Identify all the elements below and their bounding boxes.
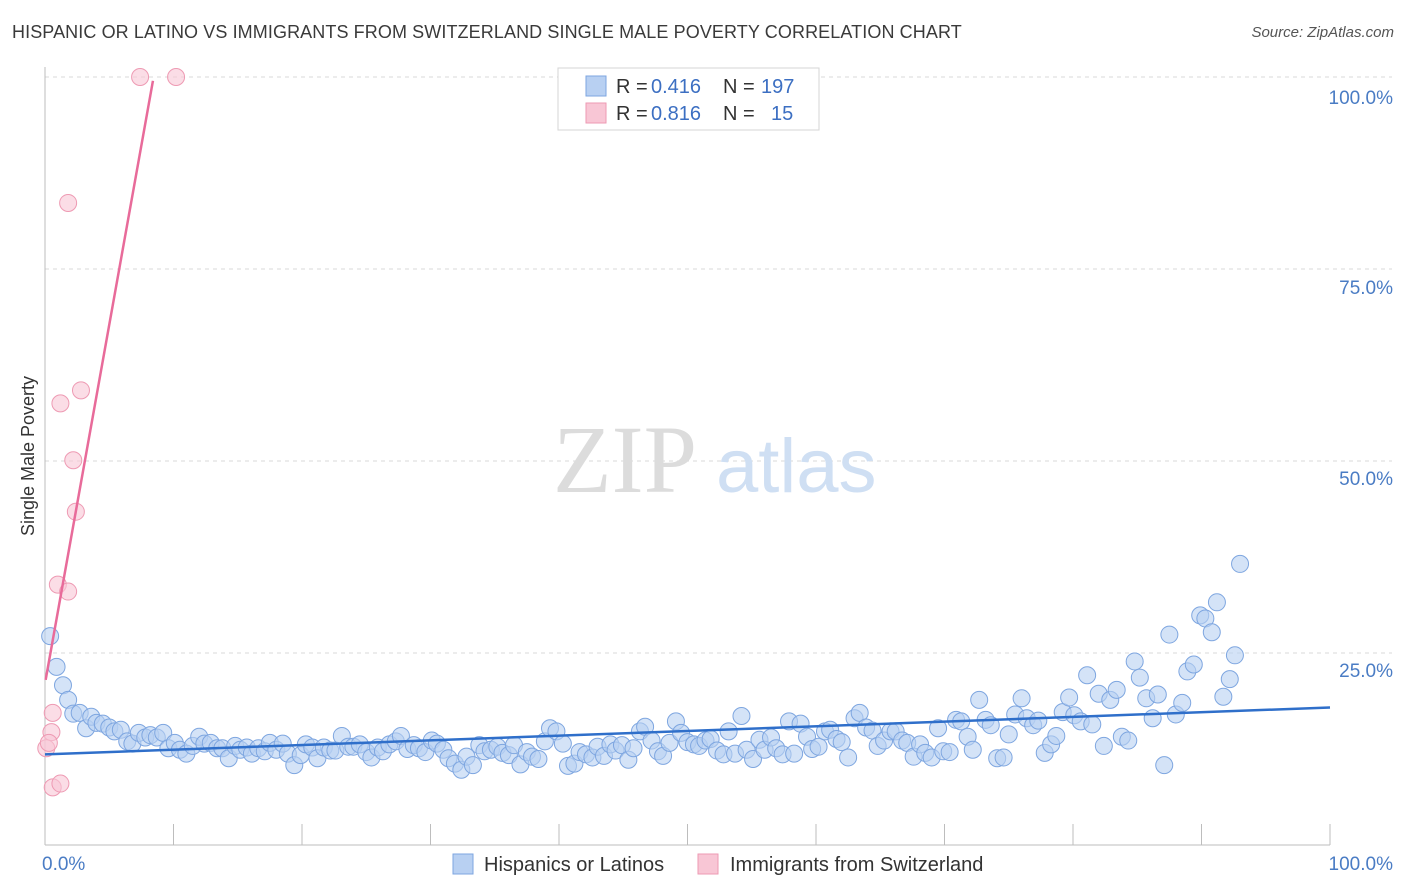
switzerland-point-5 <box>64 451 83 470</box>
switzerland-point-0 <box>131 68 150 86</box>
hispanics-point-156 <box>970 690 989 709</box>
hispanics-point-190 <box>1173 693 1192 712</box>
legend-n-label-2: N = <box>723 103 760 125</box>
hispanics-point-200 <box>1231 554 1250 573</box>
source-credit: Source: ZipAtlas.com <box>1251 24 1394 41</box>
legend-row-1: R = 0.416 N = 197 <box>616 76 794 98</box>
hispanics-point-198 <box>1220 670 1239 689</box>
legend-row-2: R = 0.816 N = 15 <box>616 103 793 125</box>
switzerland-point-8 <box>59 582 78 601</box>
legend-r-label-1: R = <box>616 76 653 98</box>
y-tick-label-75: 75.0% <box>1339 278 1393 299</box>
legend-r-label-2: R = <box>616 103 653 125</box>
hispanics-point-71 <box>463 756 482 775</box>
hispanics-point-174 <box>1078 666 1097 685</box>
y-tick-labels: 25.0% 50.0% 75.0% 100.0% <box>1329 88 1394 682</box>
switzerland-point-4 <box>51 394 70 413</box>
hispanics-point-196 <box>1207 593 1226 612</box>
hispanics-point-134 <box>839 748 858 767</box>
hispanics-point-160 <box>994 748 1013 767</box>
watermark-zip: ZIP <box>553 406 697 513</box>
hispanics-point-197 <box>1214 687 1233 706</box>
legend-n-value-2: 15 <box>771 103 793 125</box>
hispanics-point-151 <box>940 743 959 762</box>
correlation-legend: R = 0.416 N = 197 R = 0.816 N = 15 <box>557 67 820 131</box>
bottom-legend-swatch-switzerland <box>697 853 719 875</box>
watermark: ZIP atlas <box>553 406 877 513</box>
legend-r-value-1: 0.416 <box>651 76 701 98</box>
hispanics-point-149 <box>929 719 948 738</box>
switzerland-point-9 <box>43 703 62 722</box>
trend-line-hispanics <box>44 706 1331 756</box>
hispanics-point-86 <box>553 734 572 753</box>
x-tick-label-100: 100.0% <box>1329 854 1394 875</box>
hispanics-point-163 <box>1012 689 1031 708</box>
hispanics-point-175 <box>1083 715 1102 734</box>
switzerland-point-2 <box>59 193 78 212</box>
hispanics-point-129 <box>809 737 828 756</box>
hispanics-point-199 <box>1225 646 1244 665</box>
hispanics-point-181 <box>1119 731 1138 750</box>
bottom-legend-label-switzerland: Immigrants from Switzerland <box>730 854 983 876</box>
series-legend: Hispanics or Latinos Immigrants from Swi… <box>452 853 983 876</box>
trend-line-switzerland <box>44 80 155 681</box>
series-switzerland-points <box>37 68 186 797</box>
x-axis-ticks <box>44 824 1331 845</box>
switzerland-point-13 <box>51 774 70 793</box>
bottom-legend-swatch-hispanics <box>452 853 474 875</box>
hispanics-point-183 <box>1130 668 1149 687</box>
series-hispanics-points <box>41 554 1250 779</box>
watermark-atlas: atlas <box>716 424 877 509</box>
y-axis-title: Single Male Poverty <box>18 376 38 536</box>
y-tick-label-25: 25.0% <box>1339 661 1393 682</box>
hispanics-point-166 <box>1029 711 1048 730</box>
x-tick-labels: 0.0% 100.0% <box>42 854 1393 875</box>
hispanics-point-192 <box>1184 655 1203 674</box>
gridlines <box>45 76 1392 654</box>
hispanics-point-188 <box>1160 625 1179 644</box>
switzerland-point-14 <box>39 733 58 752</box>
hispanics-point-185 <box>1143 709 1162 728</box>
legend-r-value-2: 0.816 <box>651 103 701 125</box>
hispanics-point-116 <box>732 706 751 725</box>
legend-n-label-1: N = <box>723 76 760 98</box>
legend-swatch-hispanics <box>585 75 607 97</box>
hispanics-point-171 <box>1060 688 1079 707</box>
hispanics-point-177 <box>1094 736 1113 755</box>
legend-n-value-1: 197 <box>761 76 794 98</box>
hispanics-point-161 <box>999 725 1018 744</box>
x-tick-label-0: 0.0% <box>42 854 85 875</box>
hispanics-point-133 <box>832 733 851 752</box>
hispanics-point-155 <box>963 740 982 759</box>
switzerland-point-3 <box>71 381 90 400</box>
hispanics-point-98 <box>624 739 643 758</box>
hispanics-point-114 <box>719 722 738 741</box>
legend-swatch-switzerland <box>585 102 607 124</box>
chart-title: HISPANIC OR LATINO VS IMMIGRANTS FROM SW… <box>12 22 962 42</box>
hispanics-point-125 <box>785 744 804 763</box>
hispanics-point-169 <box>1047 726 1066 745</box>
hispanics-point-0 <box>41 627 60 646</box>
hispanics-point-1 <box>47 657 66 676</box>
hispanics-point-187 <box>1155 756 1174 775</box>
y-tick-label-50: 50.0% <box>1339 469 1393 490</box>
hispanics-point-186 <box>1148 685 1167 704</box>
hispanics-point-82 <box>529 749 548 768</box>
y-tick-label-100: 100.0% <box>1329 88 1394 109</box>
switzerland-point-1 <box>167 68 186 86</box>
axes <box>44 67 1331 846</box>
hispanics-point-104 <box>660 733 679 752</box>
hispanics-point-179 <box>1107 680 1126 699</box>
hispanics-point-182 <box>1125 652 1144 671</box>
hispanics-point-195 <box>1202 623 1221 642</box>
bottom-legend-label-hispanics: Hispanics or Latinos <box>484 854 664 876</box>
